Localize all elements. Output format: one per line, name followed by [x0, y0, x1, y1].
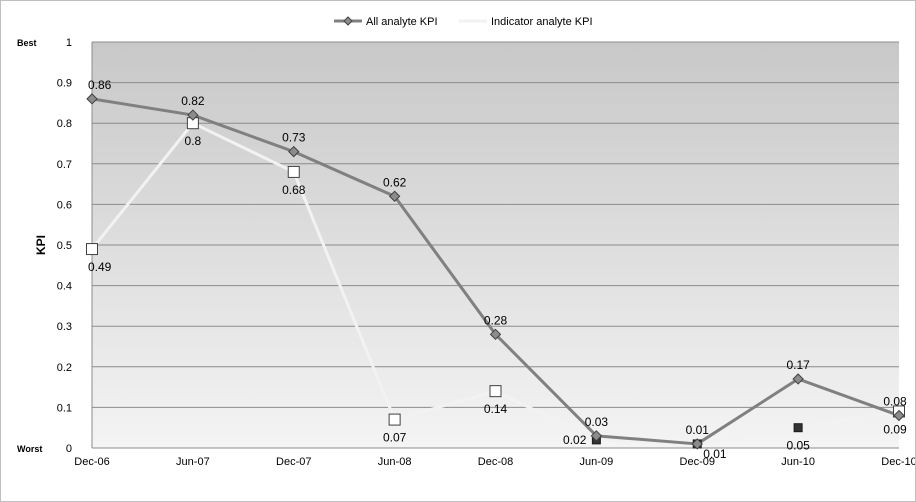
y-end-label-worst: Worst	[17, 444, 42, 454]
x-tick-label: Dec-10	[881, 456, 915, 468]
all-analyte-point-marker	[288, 145, 300, 158]
y-tick-label: 0.6	[57, 199, 72, 211]
all-analyte-data-label: 0.03	[585, 415, 609, 429]
all-analyte-data-label: 0.28	[484, 313, 508, 327]
y-tick-label: 0.1	[57, 402, 72, 414]
x-tick-label: Jun-08	[378, 456, 412, 468]
indicator-point-marker	[86, 243, 98, 256]
all-analyte-point-marker	[691, 438, 703, 450]
all-analyte-data-label: 0.17	[786, 358, 810, 372]
x-tick-label: Jun-07	[176, 456, 210, 468]
y-tick-label: 0.7	[57, 159, 72, 171]
y-tick-label: 0.9	[57, 78, 72, 90]
all-analyte-data-label: 0.08	[883, 395, 907, 409]
y-axis-title: KPI	[34, 235, 48, 255]
indicator-point-marker	[793, 423, 803, 433]
legend-marker-all-analyte	[343, 16, 353, 26]
y-tick-label: 0	[66, 443, 72, 455]
all-analyte-data-label: 0.73	[282, 131, 306, 145]
all-analyte-point-marker	[86, 93, 98, 105]
indicator-data-label: 0.09	[883, 422, 907, 436]
y-tick-label: 0.2	[57, 362, 72, 374]
legend-label-indicator-analyte: Indicator analyte KPI	[491, 16, 593, 28]
y-tick-label: 0.3	[57, 321, 72, 333]
all-analyte-point-marker	[590, 430, 603, 442]
x-tick-label: Dec-06	[74, 456, 109, 468]
indicator-data-label: 0.14	[484, 402, 508, 416]
all-analyte-data-label: 0.01	[686, 423, 710, 437]
x-tick-label: Dec-08	[478, 456, 513, 468]
all-analyte-point-marker	[792, 373, 804, 385]
indicator-point-marker	[388, 413, 401, 426]
x-tick-label: Dec-07	[276, 456, 311, 468]
all-analyte-point-marker	[187, 109, 199, 121]
y-tick-label: 0.8	[57, 118, 72, 130]
indicator-data-label: 0.01	[703, 447, 727, 461]
all-analyte-point-marker	[489, 328, 502, 341]
y-tick-label: 1	[66, 37, 72, 49]
all-analyte-data-label: 0.62	[383, 175, 407, 189]
all-analyte-point-marker	[893, 409, 905, 422]
indicator-data-label: 0.8	[185, 134, 202, 148]
indicator-point-marker	[489, 385, 502, 398]
all-analyte-data-label: 0.86	[88, 78, 112, 92]
indicator-data-label: 0.68	[282, 183, 306, 197]
indicator-data-label: 0.07	[383, 431, 407, 445]
indicator-data-label: 0.02	[563, 433, 587, 447]
indicator-data-label: 0.49	[88, 260, 112, 274]
all-analyte-data-label: 0.82	[181, 94, 205, 108]
y-tick-label: 0.5	[57, 240, 72, 252]
legend-label-all-analyte: All analyte KPI	[366, 16, 438, 28]
all-analyte-point-marker	[388, 190, 401, 202]
x-tick-label: Jun-10	[781, 456, 815, 468]
y-tick-label: 0.4	[57, 281, 72, 293]
indicator-point-marker	[287, 165, 300, 178]
indicator-data-label: 0.05	[786, 439, 810, 453]
x-tick-label: Jun-09	[580, 456, 614, 468]
y-end-label-best: Best	[17, 38, 37, 48]
x-tick-label: Dec-09	[680, 456, 715, 468]
